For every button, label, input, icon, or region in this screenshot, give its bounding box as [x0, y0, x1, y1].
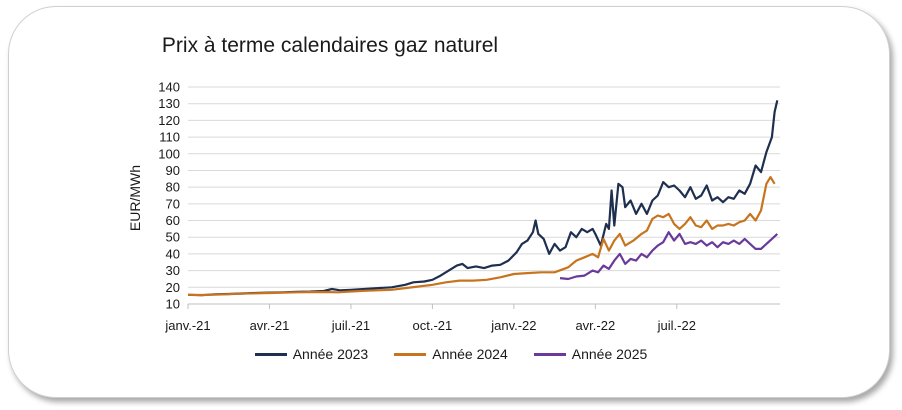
- x-axis-ticks: janv.-21 avr.-21 juil.-21 oct.-21 janv.-22 av…: [164, 304, 696, 333]
- series-line-1: [187, 100, 779, 297]
- x-tick-label: janv.-21: [164, 318, 210, 333]
- x-tick-label: oct.-21: [413, 318, 453, 333]
- y-tick-label: 130: [158, 96, 180, 111]
- legend-label: Année 2024: [432, 346, 508, 362]
- legend-item: Année 2023: [254, 346, 369, 362]
- series-lines: [187, 100, 779, 297]
- y-tick-label: 60: [166, 213, 180, 228]
- y-tick-label: 50: [166, 230, 180, 245]
- y-tick-label: 120: [158, 113, 180, 128]
- y-tick-label: 80: [166, 180, 180, 195]
- chart-title: Prix à terme calendaires gaz naturel: [161, 34, 499, 57]
- legend-label: Année 2023: [292, 346, 369, 362]
- y-tick-label: 20: [166, 280, 180, 295]
- x-tick-label: janv.-22: [490, 318, 536, 333]
- y-tick-label: 140: [158, 80, 180, 95]
- x-tick-label: avr.-21: [250, 318, 290, 333]
- legend-swatch: [254, 352, 287, 356]
- y-tick-label: 10: [166, 297, 180, 312]
- legend-label: Année 2025: [571, 346, 648, 362]
- x-tick-label: avr.-22: [575, 318, 615, 333]
- chart-card: [8, 6, 890, 398]
- x-tick-label: juil.-22: [657, 318, 696, 333]
- legend-swatch: [394, 352, 427, 356]
- series-line-2: [187, 176, 776, 297]
- x-tick-label: juil.-21: [331, 318, 370, 333]
- legend-item: Année 2025: [533, 346, 648, 362]
- legend-swatch: [533, 352, 566, 356]
- y-tick-label: 100: [158, 146, 180, 161]
- y-tick-label: 110: [159, 130, 180, 145]
- y-tick-label: 90: [166, 163, 180, 178]
- legend: Année 2023 Année 2024 Année 2025: [0, 346, 902, 362]
- series-line-3: [559, 231, 779, 281]
- legend-item: Année 2024: [394, 346, 508, 362]
- y-tick-label: 30: [166, 263, 180, 278]
- y-tick-label: 70: [166, 196, 180, 211]
- y-tick-label: 40: [166, 246, 180, 261]
- grid-lines: [188, 86, 780, 305]
- y-axis-label: EUR/MWh: [127, 165, 143, 231]
